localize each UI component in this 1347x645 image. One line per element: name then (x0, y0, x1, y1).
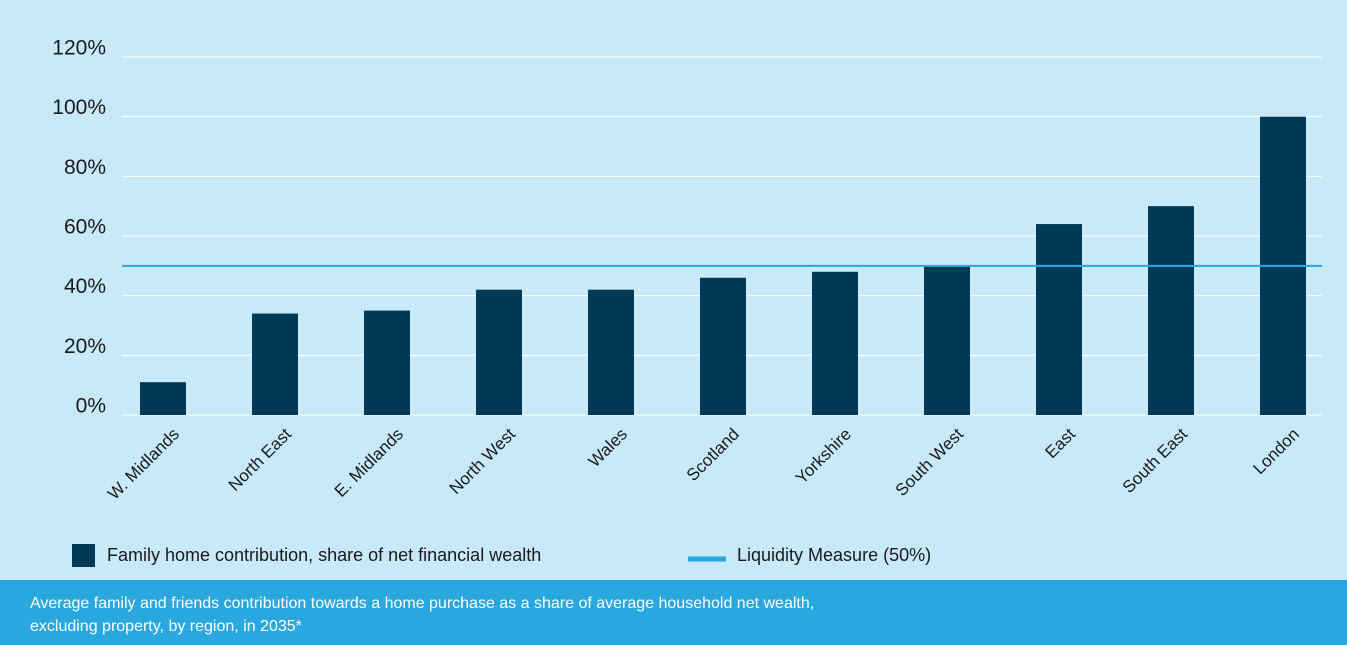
legend-swatch (72, 544, 95, 567)
bar (476, 289, 522, 415)
bar (1148, 206, 1194, 415)
y-tick-label: 100% (52, 96, 106, 119)
legend-label: Family home contribution, share of net f… (107, 545, 541, 565)
bar (140, 382, 186, 415)
y-tick-label: 120% (52, 37, 106, 60)
legend-label: Liquidity Measure (50%) (737, 545, 931, 565)
bar (924, 265, 970, 415)
bar (364, 310, 410, 415)
y-tick-label: 80% (64, 156, 106, 179)
caption: Average family and friends contribution … (30, 595, 814, 612)
y-tick-label: 0% (76, 395, 106, 418)
plot-background (0, 0, 1347, 580)
bar (252, 313, 298, 415)
caption-band (0, 580, 1347, 645)
y-tick-label: 40% (64, 275, 106, 298)
bar (1036, 224, 1082, 415)
y-tick-label: 60% (64, 216, 106, 239)
bar (588, 289, 634, 415)
caption: excluding property, by region, in 2035* (30, 618, 302, 635)
bar (812, 271, 858, 415)
bar (700, 277, 746, 415)
y-tick-label: 20% (64, 335, 106, 358)
